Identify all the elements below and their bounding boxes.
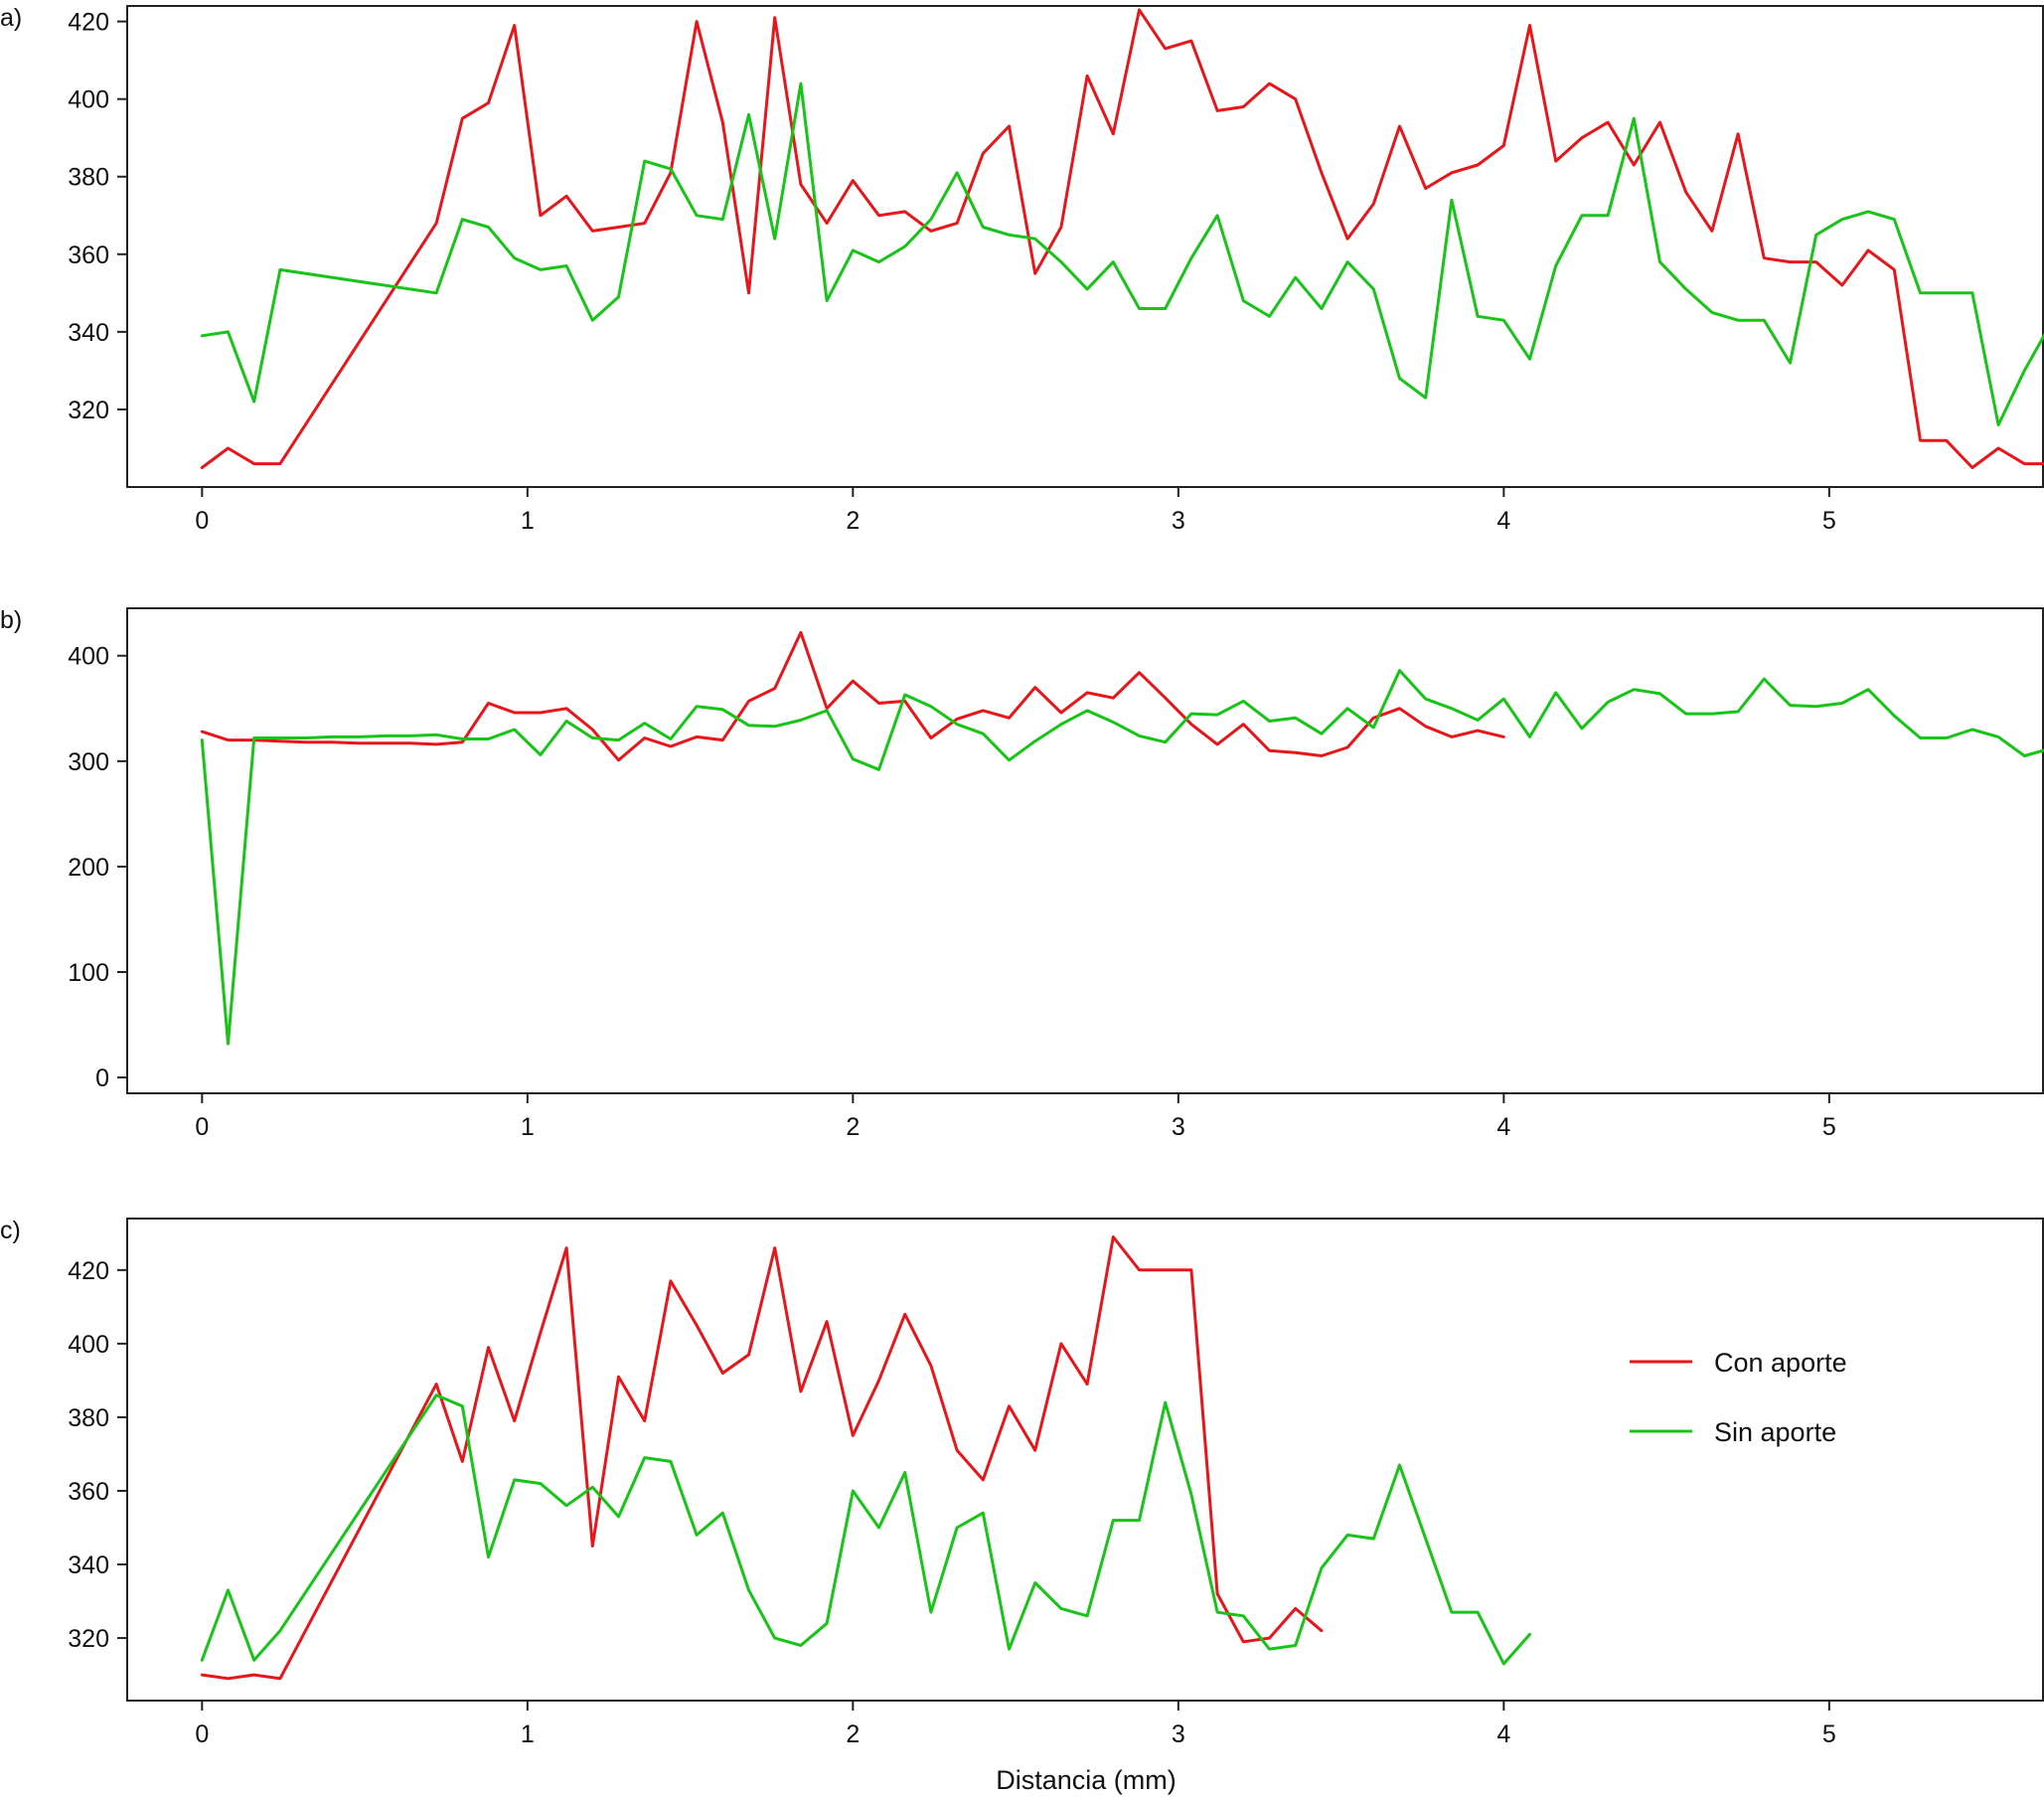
y-tick-label: 200	[68, 854, 109, 882]
y-tick-label: 420	[68, 9, 109, 37]
y-tick-label: 320	[68, 1625, 109, 1653]
x-tick-label: 5	[1822, 1720, 1836, 1748]
y-tick-label: 0	[95, 1064, 109, 1092]
x-tick-label: 2	[846, 1720, 860, 1748]
x-tick-label: 3	[1172, 1113, 1185, 1141]
y-tick-label: 380	[68, 164, 109, 192]
x-tick-label: 5	[1822, 1113, 1836, 1141]
panel-label: a)	[0, 4, 22, 32]
legend-item-sin-aporte: Sin aporte	[1630, 1417, 1836, 1447]
x-tick-label: 4	[1496, 1113, 1510, 1141]
series-line-con-aporte	[200, 630, 1505, 762]
plot-frame	[126, 607, 2044, 1094]
legend-label: Con aporte	[1714, 1348, 1847, 1378]
legend: Con aporte Sin aporte	[1630, 1348, 1847, 1447]
panel-b: b) 0 100 200 300 400 0 1 2 3 4 5	[0, 606, 2044, 1141]
x-tick-label: 2	[846, 1113, 860, 1141]
x-tick-label: 4	[1496, 1720, 1510, 1748]
series-line-sin-aporte	[200, 1393, 1531, 1666]
y-tick-label: 380	[68, 1404, 109, 1432]
y-tick-label: 320	[68, 397, 109, 424]
plot-frame	[126, 1218, 2044, 1702]
panel-c: c) 320 340 360 380 400 420 0 1 2 3 4 5	[0, 1217, 2044, 1748]
y-tick-label: 340	[68, 1552, 109, 1579]
y-tick-label: 300	[68, 748, 109, 776]
x-tick-label: 0	[195, 1720, 209, 1748]
series-line-sin-aporte	[200, 82, 2044, 426]
y-tick-label: 400	[68, 86, 109, 114]
plot-frame	[126, 5, 2044, 488]
x-tick-label: 3	[1172, 507, 1185, 535]
panel-label: b)	[0, 606, 22, 634]
y-tick-label: 340	[68, 319, 109, 347]
legend-item-con-aporte: Con aporte	[1630, 1348, 1847, 1378]
x-tick-label: 5	[1822, 507, 1836, 535]
x-tick-label: 0	[195, 1113, 209, 1141]
y-tick-label: 420	[68, 1257, 109, 1285]
x-tick-label: 0	[195, 507, 209, 535]
x-tick-label: 4	[1496, 507, 1510, 535]
x-axis-title: Distancia (mm)	[996, 1765, 1177, 1795]
series-line-con-aporte	[200, 8, 2044, 469]
series-line-sin-aporte	[200, 669, 2044, 1046]
x-tick-label: 1	[521, 507, 535, 535]
series-line-con-aporte	[200, 1235, 1324, 1681]
panel-a: a) 320 340 360 380 400 420 0 1 2 3 4 5	[0, 4, 2044, 535]
y-tick-label: 400	[68, 643, 109, 671]
panel-label: c)	[0, 1217, 21, 1244]
legend-label: Sin aporte	[1714, 1417, 1836, 1447]
x-tick-label: 1	[521, 1113, 535, 1141]
y-tick-label: 100	[68, 959, 109, 987]
y-tick-label: 360	[68, 1478, 109, 1506]
y-tick-label: 400	[68, 1331, 109, 1359]
x-tick-label: 3	[1172, 1720, 1185, 1748]
x-tick-label: 2	[846, 507, 860, 535]
x-tick-label: 1	[521, 1720, 535, 1748]
y-tick-label: 360	[68, 242, 109, 269]
